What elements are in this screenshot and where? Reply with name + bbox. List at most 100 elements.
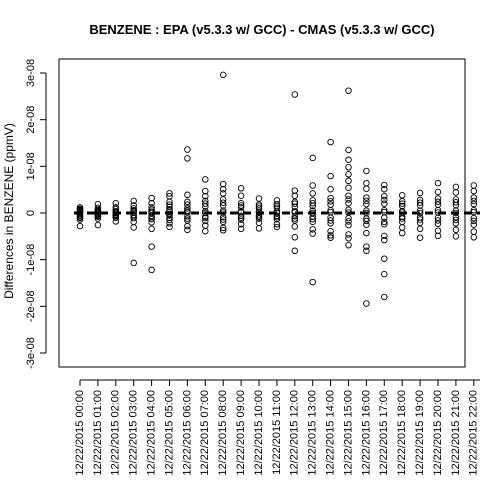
data-point [184, 207, 191, 214]
data-point [363, 300, 370, 307]
data-point [327, 201, 334, 208]
data-point [345, 87, 352, 94]
data-point [345, 156, 352, 164]
data-point [345, 221, 352, 229]
data-point [452, 233, 460, 240]
data-point [273, 220, 281, 228]
data-point [470, 221, 478, 228]
data-point [416, 207, 424, 214]
data-point [309, 278, 316, 286]
data-point [470, 206, 478, 214]
data-point [94, 207, 102, 214]
data-point [202, 227, 209, 235]
data-point [470, 228, 478, 235]
data-point [273, 202, 281, 210]
data-point [309, 197, 316, 204]
data-point [327, 220, 334, 227]
x-axis: 12/22/2015 00:00 12/22/2015 01:00 12/22/20… [74, 379, 480, 476]
data-point [470, 217, 478, 225]
data-point [166, 203, 173, 211]
data-point [381, 206, 388, 214]
data-point [112, 206, 120, 213]
data-point [291, 215, 299, 222]
data-point [273, 197, 281, 204]
data-point [130, 259, 137, 267]
data-point [363, 207, 370, 214]
data-point [273, 215, 281, 223]
data-point [416, 209, 424, 217]
data-point [130, 202, 137, 209]
data-point [434, 227, 442, 234]
data-point [309, 209, 316, 217]
data-point [273, 209, 281, 217]
data-point [363, 217, 370, 225]
data-point [452, 213, 460, 221]
data-point [416, 225, 424, 233]
data-point [345, 164, 352, 171]
data-point [202, 176, 209, 183]
data-point [76, 210, 84, 218]
data-point [166, 192, 173, 200]
data-point [416, 189, 424, 197]
data-point [130, 218, 137, 226]
data-point [327, 227, 334, 235]
data-point [219, 209, 227, 216]
data-point [130, 209, 137, 216]
data-point [309, 230, 316, 237]
data-point [255, 213, 263, 220]
data-point [112, 214, 120, 221]
x-tick-label: 12/22/2015 04:00 [146, 390, 158, 476]
data-point [363, 167, 370, 175]
x-tick-label: 12/22/2015 07:00 [199, 390, 211, 476]
data-point [434, 201, 442, 208]
data-point [327, 194, 334, 202]
data-point [202, 187, 209, 195]
data-point [434, 179, 442, 187]
data-point [94, 200, 102, 208]
data-point [148, 206, 155, 213]
data-point [398, 224, 406, 231]
data-point [345, 196, 352, 203]
data-point [381, 192, 388, 200]
y-tick-label: -2e-08 [25, 290, 37, 322]
data-point [381, 208, 388, 216]
x-tick-label: 12/22/2015 03:00 [128, 390, 140, 476]
data-point [416, 234, 424, 241]
data-point [291, 187, 299, 194]
data-point [452, 220, 460, 227]
x-tick-label: 12/22/2015 19:00 [414, 390, 426, 476]
data-point [148, 266, 155, 274]
data-point [184, 222, 191, 230]
data-point [184, 155, 191, 162]
x-tick-label: 12/22/2015 22:00 [468, 390, 480, 476]
data-point [381, 293, 388, 301]
data-point [434, 188, 442, 196]
data-point [255, 215, 263, 222]
data-point [470, 182, 478, 189]
data-point [202, 217, 209, 225]
data-point [273, 223, 281, 231]
data-point [381, 220, 388, 228]
data-point [202, 197, 209, 205]
x-tick-label: 12/22/2015 13:00 [307, 390, 319, 476]
data-point [398, 215, 406, 222]
data-point [166, 216, 173, 224]
x-tick-label: 12/22/2015 05:00 [163, 390, 175, 476]
data-point [434, 217, 442, 224]
data-point [255, 205, 263, 212]
data-point [184, 198, 191, 206]
data-point [381, 218, 388, 226]
data-point [381, 185, 388, 193]
data-point [345, 146, 352, 154]
x-tick-label: 12/22/2015 18:00 [396, 390, 408, 476]
data-point [219, 185, 227, 193]
data-point [434, 232, 442, 240]
data-point [381, 270, 388, 278]
data-point [345, 206, 352, 213]
data-point [309, 207, 316, 214]
data-point [273, 204, 281, 212]
data-point [416, 199, 424, 206]
y-tick-label: -1e-08 [25, 244, 37, 276]
data-point [237, 225, 245, 233]
data-point [76, 206, 84, 213]
